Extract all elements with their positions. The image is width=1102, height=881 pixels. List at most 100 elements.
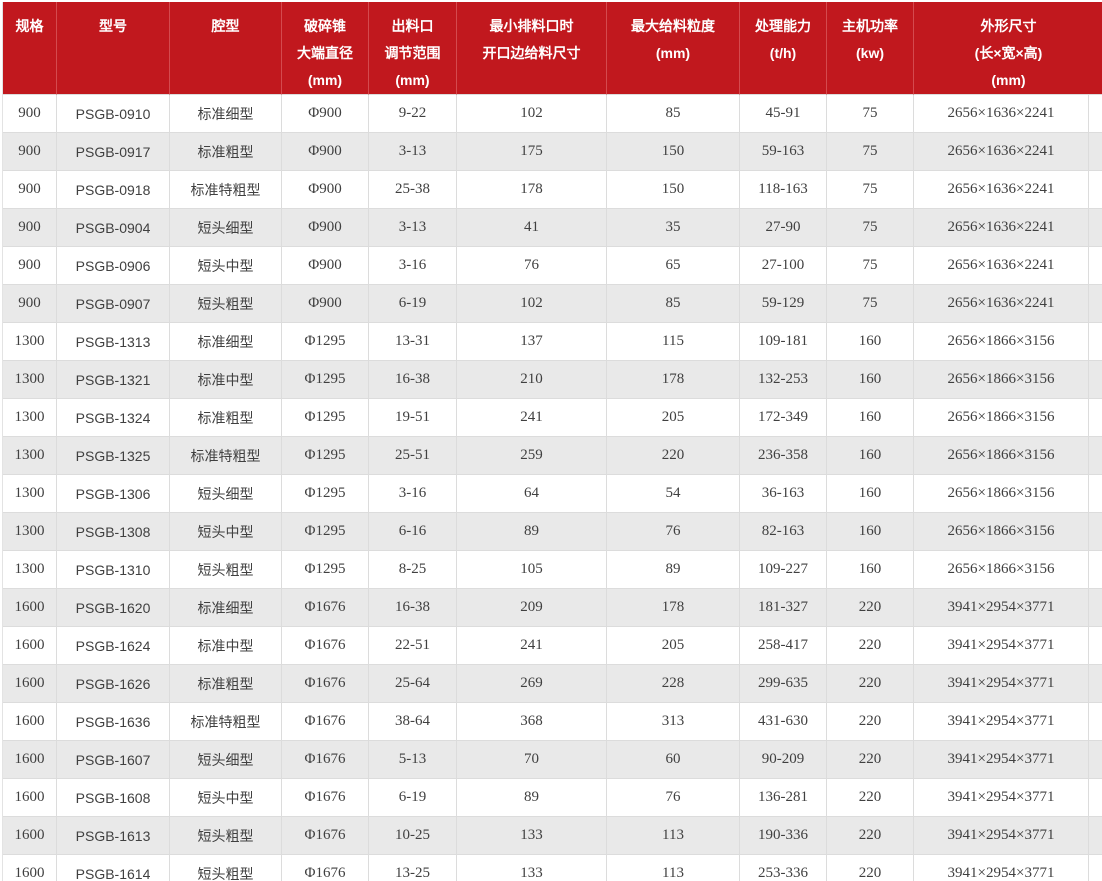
table-cell-model: PSGB-1626 [57,665,170,703]
table-row: 1300 PSGB-1325 标准特粗型 Φ1295 25-51 259 220 236-35… [3,437,1102,475]
table-cell-discharge_range: 3-13 [369,209,457,247]
table-cell-capacity: 181-327 [740,589,827,627]
table-cell-feed_size_min: 241 [457,399,607,437]
table-cell-discharge_range: 6-16 [369,513,457,551]
table-cell-spec: 1300 [3,551,57,589]
table-cell-motor_power: 160 [827,361,914,399]
table-cell-model: PSGB-1306 [57,475,170,513]
column-header-line: (mm) [307,72,343,88]
table-cell-max_feed_size: 76 [607,779,740,817]
table-cell-feed_size_min: 70 [457,741,607,779]
table-cell-spec: 900 [3,171,57,209]
table-cell-cavity: 短头粗型 [170,817,282,855]
table-cell-feed_size_min: 133 [457,817,607,855]
table-cell-spec: 1600 [3,703,57,741]
table-cell-model: PSGB-1607 [57,741,170,779]
table-cell-discharge_range: 6-19 [369,779,457,817]
table-cell-spec: 1300 [3,513,57,551]
table-cell-feed_size_min: 64 [457,475,607,513]
table-cell-motor_power: 160 [827,475,914,513]
table-cell-spec: 1600 [3,741,57,779]
table-cell-discharge_range: 10-25 [369,817,457,855]
column-header-spec: 规格 [3,2,57,95]
table-cell-cone_diameter: Φ1676 [282,627,369,665]
table-cell-max_feed_size: 85 [607,285,740,323]
table-cell-cavity: 短头中型 [170,513,282,551]
table-cell-cone_diameter: Φ900 [282,285,369,323]
row-spacer-cell [1089,95,1102,133]
table-cell-cavity: 短头细型 [170,209,282,247]
table-cell-dimensions: 2656×1636×2241 [914,209,1089,247]
table-cell-spec: 1600 [3,855,57,881]
table-cell-cone_diameter: Φ900 [282,133,369,171]
row-spacer-cell [1089,209,1102,247]
table-cell-discharge_range: 16-38 [369,589,457,627]
table-cell-feed_size_min: 133 [457,855,607,881]
table-cell-spec: 1300 [3,361,57,399]
table-cell-model: PSGB-0904 [57,209,170,247]
row-spacer-cell [1089,741,1102,779]
table-cell-motor_power: 220 [827,817,914,855]
table-row: 900 PSGB-0910 标准细型 Φ900 9-22 102 85 45-91 75 2656… [3,95,1102,133]
table-cell-capacity: 59-163 [740,133,827,171]
table-cell-dimensions: 2656×1866×3156 [914,475,1089,513]
table-cell-motor_power: 160 [827,551,914,589]
table-cell-feed_size_min: 259 [457,437,607,475]
column-header-line: 主机功率 [842,18,898,34]
column-header-line: 大端直径 [297,45,353,61]
table-cell-discharge_range: 13-25 [369,855,457,881]
column-header-line: 规格 [15,18,44,34]
table-cell-motor_power: 220 [827,703,914,741]
table-cell-discharge_range: 3-13 [369,133,457,171]
column-header-capacity: 处理能力 (t/h) [740,2,827,95]
column-header-model: 型号 [57,2,170,95]
table-cell-discharge_range: 8-25 [369,551,457,589]
table-cell-spec: 1600 [3,817,57,855]
table-cell-model: PSGB-0907 [57,285,170,323]
table-cell-max_feed_size: 113 [607,855,740,881]
column-header-cavity: 腔型 [170,2,282,95]
table-cell-model: PSGB-1636 [57,703,170,741]
table-cell-cavity: 标准粗型 [170,399,282,437]
table-cell-model: PSGB-1613 [57,817,170,855]
table-cell-dimensions: 2656×1636×2241 [914,171,1089,209]
table-cell-discharge_range: 19-51 [369,399,457,437]
table-cell-cone_diameter: Φ1295 [282,513,369,551]
table-cell-motor_power: 220 [827,665,914,703]
column-header-line: 开口边给料尺寸 [482,45,581,61]
table-cell-feed_size_min: 102 [457,285,607,323]
table-cell-dimensions: 2656×1866×3156 [914,437,1089,475]
column-header-dimensions: 外形尺寸 (长×宽×高) (mm) [914,2,1102,95]
table-row: 1300 PSGB-1306 短头细型 Φ1295 3-16 64 54 36-163 160 2… [3,475,1102,513]
table-cell-max_feed_size: 60 [607,741,740,779]
table-cell-model: PSGB-1313 [57,323,170,361]
table-cell-dimensions: 2656×1866×3156 [914,513,1089,551]
table-row: 1600 PSGB-1613 短头粗型 Φ1676 10-25 133 113 190-336… [3,817,1102,855]
table-cell-max_feed_size: 113 [607,817,740,855]
table-cell-model: PSGB-1321 [57,361,170,399]
table-cell-capacity: 132-253 [740,361,827,399]
table-cell-max_feed_size: 35 [607,209,740,247]
table-cell-cavity: 标准特粗型 [170,703,282,741]
table-cell-spec: 1300 [3,323,57,361]
table-cell-discharge_range: 25-51 [369,437,457,475]
row-spacer-cell [1089,551,1102,589]
table-cell-discharge_range: 3-16 [369,475,457,513]
table-row: 900 PSGB-0904 短头细型 Φ900 3-13 41 35 27-90 75 2656×… [3,209,1102,247]
table-cell-capacity: 190-336 [740,817,827,855]
table-row: 1600 PSGB-1620 标准细型 Φ1676 16-38 209 178 181-327… [3,589,1102,627]
table-cell-cavity: 标准细型 [170,95,282,133]
table-cell-feed_size_min: 175 [457,133,607,171]
table-row: 1300 PSGB-1308 短头中型 Φ1295 6-16 89 76 82-163 160 2… [3,513,1102,551]
row-spacer-cell [1089,817,1102,855]
table-cell-cone_diameter: Φ900 [282,95,369,133]
table-row: 1600 PSGB-1608 短头中型 Φ1676 6-19 89 76 136-281 220… [3,779,1102,817]
column-header-line: 处理能力 [755,18,811,34]
table-row: 1600 PSGB-1624 标准中型 Φ1676 22-51 241 205 258-417… [3,627,1102,665]
table-cell-cavity: 标准中型 [170,627,282,665]
row-spacer-cell [1089,285,1102,323]
table-cell-dimensions: 3941×2954×3771 [914,665,1089,703]
table-cell-discharge_range: 6-19 [369,285,457,323]
table-cell-spec: 1300 [3,399,57,437]
